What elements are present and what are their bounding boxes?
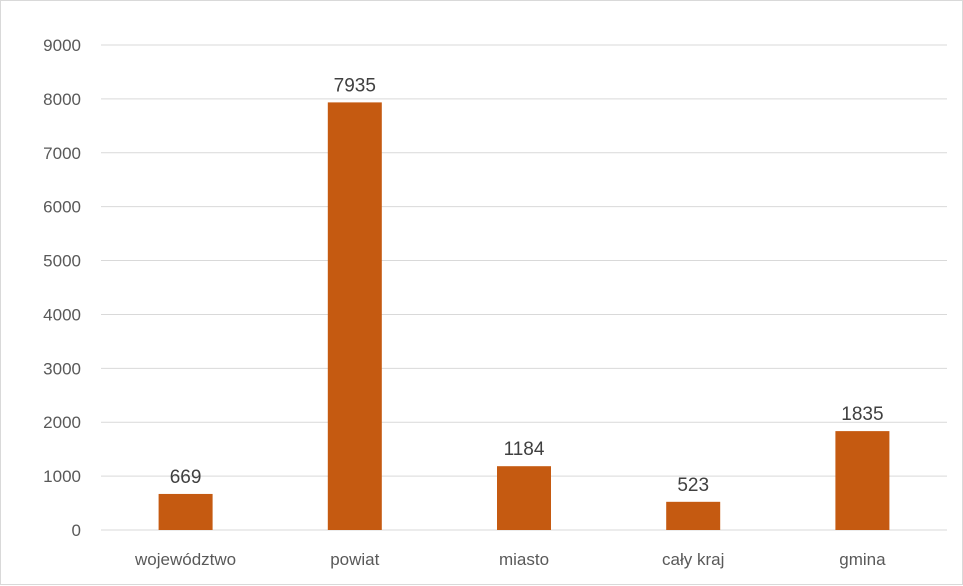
y-tick-label: 5000 (43, 252, 81, 271)
x-tick-label: cały kraj (662, 550, 724, 569)
y-axis-tick-labels: 0 1000 2000 3000 4000 5000 6000 7000 8000 9000 (43, 36, 81, 540)
x-tick-label: miasto (499, 550, 549, 569)
x-tick-label: powiat (330, 550, 379, 569)
y-tick-label: 6000 (43, 198, 81, 217)
y-tick-label: 7000 (43, 144, 81, 163)
y-tick-label: 3000 (43, 359, 81, 378)
bar (666, 501, 721, 530)
y-tick-label: 2000 (43, 413, 81, 432)
data-label: 1835 (841, 404, 883, 425)
y-tick-label: 8000 (43, 90, 81, 109)
data-label: 1184 (504, 439, 545, 460)
y-tick-label: 1000 (43, 467, 81, 486)
bar (497, 466, 551, 530)
bar (158, 493, 213, 530)
gridlines (101, 44, 947, 531)
data-label: 523 (677, 475, 709, 496)
y-tick-label: 0 (72, 521, 81, 540)
bar (835, 431, 890, 530)
x-axis-tick-labels: województwo powiat miasto cały kraj gmina (134, 550, 886, 569)
y-tick-label: 4000 (43, 305, 81, 324)
x-tick-label: województwo (134, 550, 236, 569)
bar (327, 102, 382, 531)
x-tick-label: gmina (839, 550, 886, 569)
data-labels: 669 7935 1184 523 1835 (170, 75, 884, 495)
y-tick-label: 9000 (43, 36, 81, 55)
data-label: 7935 (334, 75, 376, 96)
bars (158, 102, 890, 531)
data-label: 669 (170, 467, 202, 488)
